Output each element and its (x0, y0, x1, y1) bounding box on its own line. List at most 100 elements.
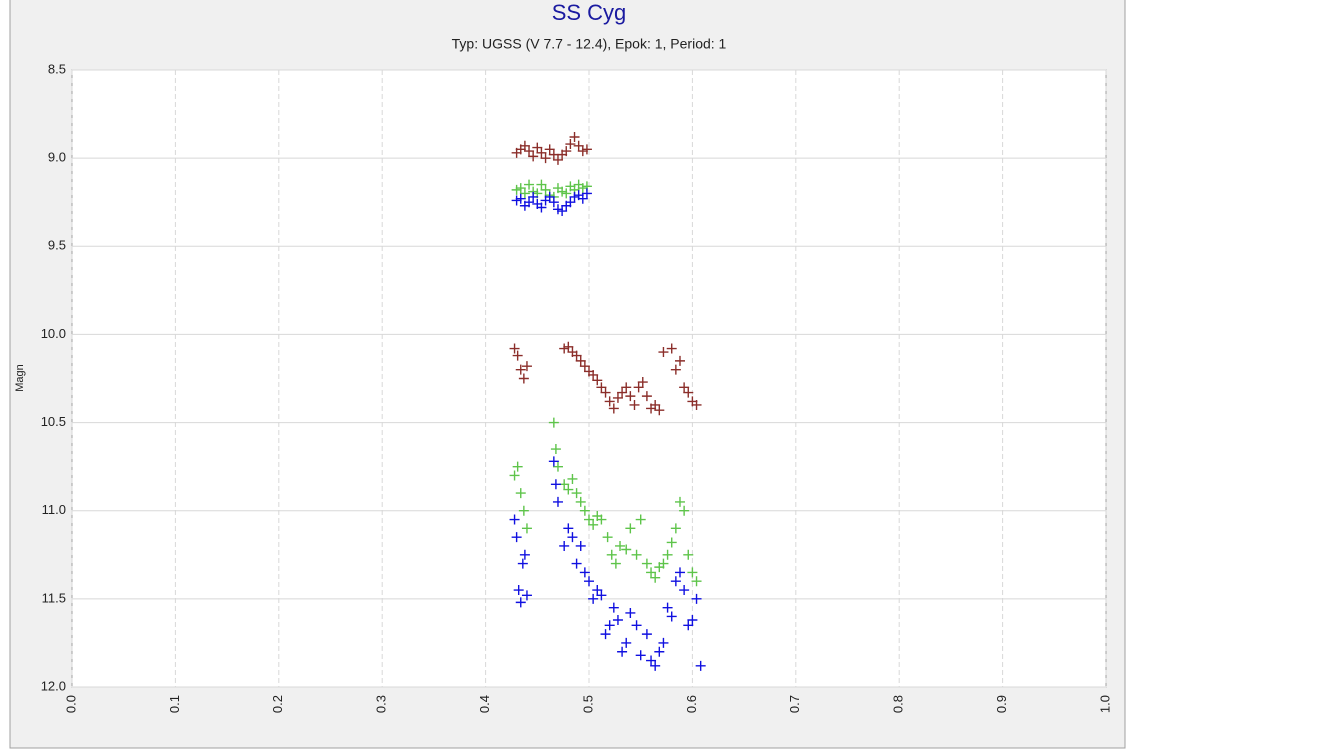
x-tick-label: 0.4 (477, 695, 492, 713)
data-point (563, 484, 574, 495)
data-point (592, 585, 603, 596)
data-point (581, 144, 592, 155)
data-point (569, 191, 580, 202)
data-point (559, 343, 570, 354)
data-point (571, 350, 582, 361)
x-tick-label: 1.0 (1097, 695, 1112, 713)
data-point (567, 532, 578, 543)
data-point (548, 197, 559, 208)
data-point (509, 514, 520, 525)
x-tick-label: 0.6 (684, 695, 699, 713)
data-point (600, 629, 611, 640)
data-point (621, 637, 632, 648)
data-point (596, 514, 607, 525)
data-point (650, 399, 661, 410)
data-point (544, 144, 555, 155)
data-point (612, 615, 623, 626)
data-point (513, 585, 524, 596)
data-point (592, 375, 603, 386)
data-point (596, 590, 607, 601)
data-point (575, 496, 586, 507)
x-tick-label: 0.9 (994, 695, 1009, 713)
x-tick-label: 0.1 (167, 695, 182, 713)
data-point (691, 576, 702, 587)
x-tick-label: 0.7 (787, 695, 802, 713)
y-axis-label: Magn (14, 364, 26, 392)
data-point (608, 403, 619, 414)
data-point (683, 387, 694, 398)
data-point (524, 197, 535, 208)
data-point (662, 549, 673, 560)
data-point (552, 496, 563, 507)
data-point (641, 629, 652, 640)
data-point (625, 607, 636, 618)
y-tick-label: 9.5 (48, 238, 66, 253)
y-tick-label: 12.0 (41, 678, 66, 693)
data-point (511, 184, 522, 195)
data-point (565, 197, 576, 208)
data-point (635, 650, 646, 661)
data-point (577, 193, 588, 204)
data-point (561, 146, 572, 157)
x-tick-label: 0.8 (891, 695, 906, 713)
data-point (519, 140, 530, 151)
data-point (563, 341, 574, 352)
data-point (584, 576, 594, 587)
data-point (524, 179, 535, 190)
data-point (650, 660, 661, 671)
data-point (565, 139, 576, 150)
data-point (515, 364, 526, 375)
data-point (575, 355, 586, 366)
data-point (575, 540, 586, 551)
data-point (519, 188, 530, 199)
data-point (557, 206, 568, 217)
data-point (617, 387, 628, 398)
y-tick-label: 9.0 (48, 150, 66, 165)
data-point (596, 382, 607, 393)
data-point (532, 142, 543, 153)
data-point (615, 540, 626, 551)
data-point (511, 532, 522, 543)
data-point (625, 391, 636, 402)
data-point (563, 523, 574, 534)
data-point (631, 549, 642, 560)
data-point (552, 154, 563, 165)
data-point (683, 620, 694, 631)
data-point (600, 387, 611, 398)
data-point (548, 417, 559, 428)
data-point (581, 188, 592, 199)
data-point (584, 514, 594, 525)
data-point (617, 646, 628, 657)
data-point (577, 146, 588, 157)
data-point (569, 131, 580, 142)
data-point (573, 140, 584, 151)
data-point (515, 193, 526, 204)
data-point (683, 549, 694, 560)
data-point (521, 523, 532, 534)
y-tick-label: 10.5 (41, 414, 66, 429)
chart-subtitle: Typ: UGSS (V 7.7 - 12.4), Epok: 1, Perio… (452, 36, 727, 52)
data-point (521, 590, 532, 601)
data-point (625, 523, 636, 534)
data-point (536, 202, 547, 213)
data-point (666, 343, 677, 354)
data-point (662, 602, 673, 613)
data-point (561, 188, 572, 199)
data-point (571, 558, 582, 569)
data-point (637, 377, 648, 388)
data-point (679, 505, 690, 516)
data-point (687, 615, 698, 626)
data-point (658, 637, 669, 648)
data-point (528, 191, 539, 202)
chart-title: SS Cyg (552, 0, 627, 25)
data-point (512, 350, 523, 361)
data-point (654, 405, 665, 416)
data-point (550, 479, 561, 490)
data-point (577, 183, 588, 194)
y-tick-label: 10.0 (41, 326, 66, 341)
data-point (666, 611, 677, 622)
data-point (608, 602, 619, 613)
data-point (588, 593, 599, 604)
data-point (631, 620, 642, 631)
data-point (691, 593, 702, 604)
